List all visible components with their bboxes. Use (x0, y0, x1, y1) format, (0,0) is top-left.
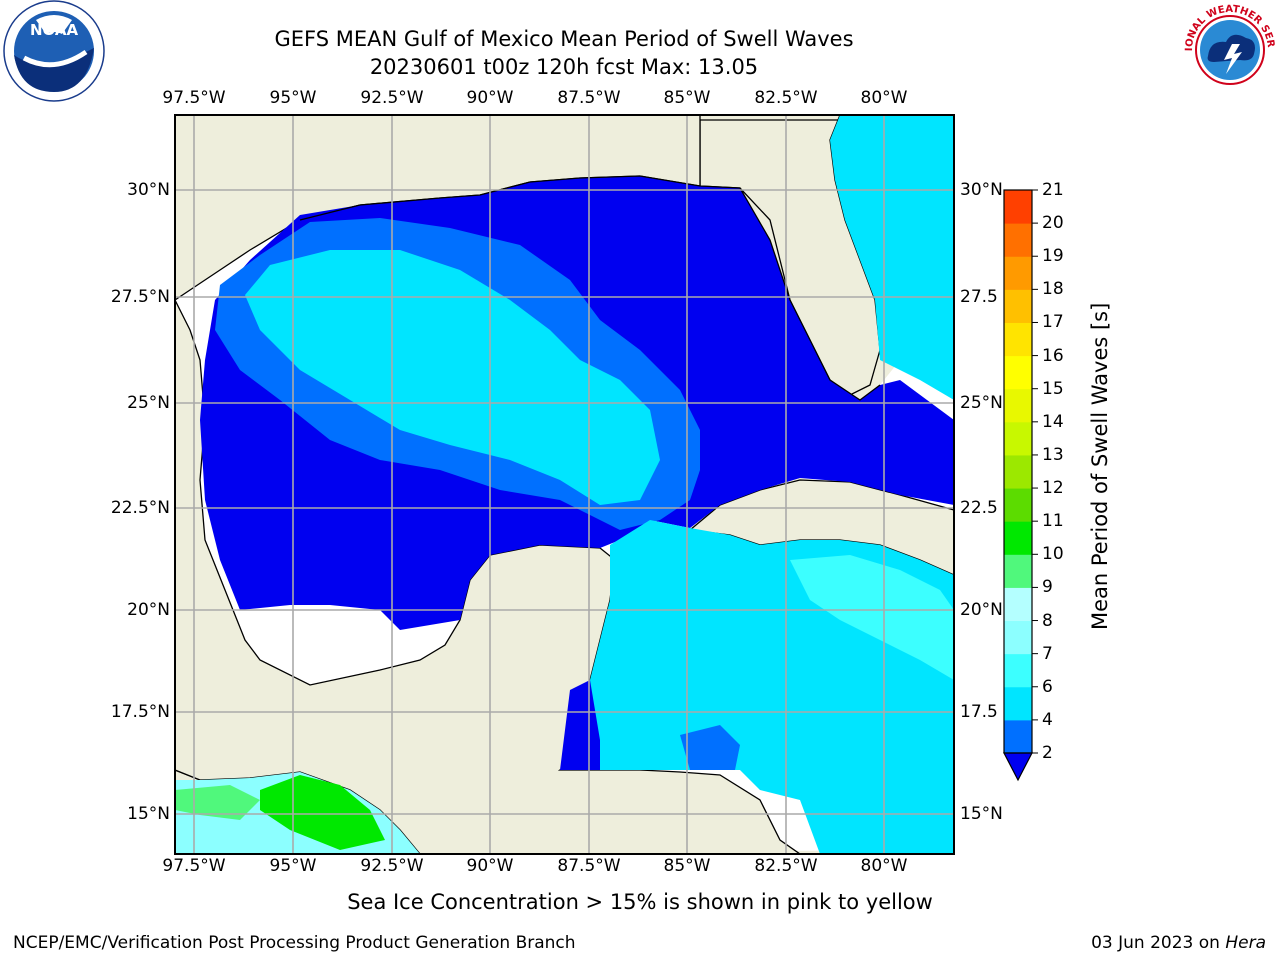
footer-date: 03 Jun 2023 on (1091, 933, 1226, 953)
chart-subtitle: 20230601 t00z 120h fcst Max: 13.05 (369, 55, 759, 79)
lon-tick-top: 82.5°W (754, 88, 818, 108)
lat-tick-right: 22.5 (960, 498, 998, 518)
lat-tick-right: 17.5 (960, 702, 998, 722)
footer-host: Hera (1225, 933, 1266, 953)
noaa-logo-graphic: NOAA (3, 0, 105, 102)
footer-right: 03 Jun 2023 on Hera (1091, 933, 1266, 953)
colorbar-tick-label: 16 (1042, 345, 1064, 366)
lon-tick-top: 90°W (466, 88, 514, 108)
colorbar-tick-label: 21 (1042, 180, 1064, 200)
lon-tick-bottom: 82.5°W (754, 856, 818, 876)
lon-tick-bottom: 85°W (663, 856, 711, 876)
colorbar-tick-label: 13 (1042, 444, 1064, 465)
lon-tick-bottom: 95°W (269, 856, 317, 876)
lon-tick-bottom: 92.5°W (360, 856, 424, 876)
caribbean-band-under (560, 680, 600, 770)
noaa-logo: NOAA (2, 0, 106, 102)
lat-tick-left: 20°N (127, 600, 170, 620)
colorbar-title: Mean Period of Swell Waves [s] (1088, 302, 1112, 630)
swell-band-4-6 (245, 250, 660, 505)
caribbean-band-6-8 (790, 555, 954, 680)
colorbar-tick-label: 15 (1042, 378, 1064, 399)
colorbar-tick-label: 2 (1042, 743, 1053, 763)
map-frame (174, 114, 955, 855)
lat-tick-left: 17.5°N (110, 702, 170, 722)
lat-tick-left: 30°N (127, 180, 170, 200)
lat-tick-left: 22.5°N (110, 498, 170, 518)
colorbar-tick-label: 8 (1042, 610, 1053, 631)
colorbar-tick-label: 6 (1042, 676, 1053, 697)
lat-tick-right: 15°N (960, 804, 1003, 824)
cuba-land (688, 479, 954, 576)
sea-ice-note: Sea Ice Concentration > 15% is shown in … (347, 890, 933, 914)
noaa-logo-text: NOAA (30, 21, 79, 39)
lon-tick-top: 95°W (269, 88, 317, 108)
colorbar-tick-label: 4 (1042, 709, 1053, 730)
colorbar-tick-label: 19 (1042, 246, 1064, 267)
colorbar-tick-label: 18 (1042, 279, 1064, 300)
nws-logo-graphic: NATIONAL WEATHER SERVICE (1180, 0, 1278, 98)
pacific-band-10-11 (260, 775, 385, 850)
lat-tick-right: 30°N (960, 180, 1003, 200)
lat-tick-right: 25°N (960, 393, 1003, 413)
colorbar-tick-label: 10 (1042, 544, 1064, 565)
colorbar-tick-label: 7 (1042, 643, 1053, 664)
chart-title: GEFS MEAN Gulf of Mexico Mean Period of … (274, 27, 854, 51)
colorbar-tick-label: 12 (1042, 478, 1064, 499)
lon-tick-top: 85°W (663, 88, 711, 108)
colorbar-tick-label: 14 (1042, 411, 1064, 432)
lat-tick-right: 27.5 (960, 287, 998, 307)
lat-tick-left: 15°N (127, 804, 170, 824)
colorbar-tick-label: 11 (1042, 511, 1064, 532)
lat-tick-right: 20°N (960, 600, 1003, 620)
colorbar-tick-label: 17 (1042, 312, 1064, 333)
gridlines (175, 115, 954, 854)
pacific-band-9-10 (175, 785, 260, 820)
colorbar-tick-label: 9 (1042, 577, 1053, 598)
lon-tick-bottom: 87.5°W (557, 856, 621, 876)
footer-left: NCEP/EMC/Verification Post Processing Pr… (13, 933, 576, 953)
caribbean-band-2-4 (680, 725, 740, 770)
lon-tick-bottom: 90°W (466, 856, 514, 876)
lon-tick-bottom: 80°W (860, 856, 908, 876)
colorbar-tick-label: 20 (1042, 213, 1064, 234)
lon-tick-top: 80°W (860, 88, 908, 108)
lon-tick-top: 97.5°W (162, 88, 226, 108)
coastline (299, 175, 881, 401)
lon-tick-top: 87.5°W (557, 88, 621, 108)
lat-tick-left: 27.5°N (110, 287, 170, 307)
nws-logo: NATIONAL WEATHER SERVICE (1180, 0, 1280, 100)
lat-tick-left: 25°N (127, 393, 170, 413)
atlantic-water (830, 115, 954, 400)
lon-tick-bottom: 97.5°W (162, 856, 226, 876)
lon-tick-top: 92.5°W (360, 88, 424, 108)
